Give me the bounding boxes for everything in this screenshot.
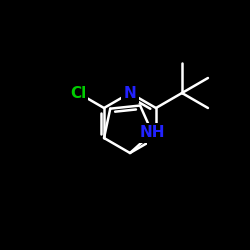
Text: N: N: [150, 130, 162, 146]
Text: Cl: Cl: [70, 86, 86, 100]
Text: N: N: [124, 86, 136, 100]
Text: NH: NH: [140, 126, 165, 140]
